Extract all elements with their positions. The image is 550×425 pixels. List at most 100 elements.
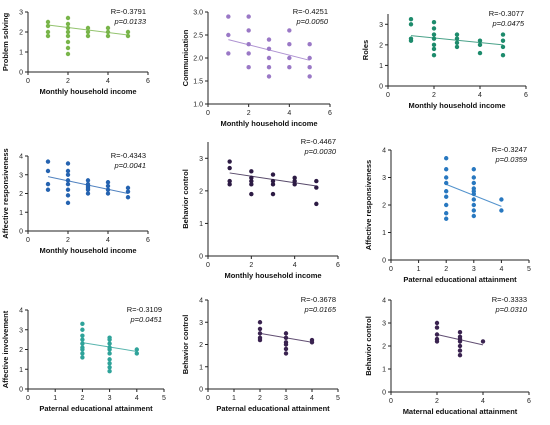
data-point bbox=[500, 52, 506, 58]
data-point bbox=[125, 185, 131, 191]
y-tick-label: 3 bbox=[382, 175, 386, 182]
y-tick-label: 2 bbox=[199, 188, 203, 195]
data-point bbox=[105, 180, 111, 185]
y-tick-label: 2 bbox=[382, 344, 386, 351]
data-point bbox=[434, 320, 440, 326]
data-point bbox=[85, 25, 91, 31]
data-point bbox=[65, 193, 71, 198]
stat-r-value: R=-0.3678 bbox=[301, 295, 336, 304]
y-tick-label: 1 bbox=[19, 210, 23, 217]
data-point bbox=[107, 369, 112, 374]
data-point bbox=[408, 38, 414, 43]
data-point bbox=[454, 40, 460, 45]
y-tick-label: 1.5 bbox=[193, 79, 203, 86]
data-point bbox=[105, 191, 111, 196]
data-point bbox=[246, 28, 251, 33]
data-point bbox=[292, 182, 297, 187]
x-tick-label: 4 bbox=[135, 395, 139, 402]
y-tick-label: 1 bbox=[379, 63, 383, 70]
y-axis-label: Communication bbox=[181, 29, 190, 86]
y-tick-label: 3.0 bbox=[193, 10, 203, 17]
data-point bbox=[80, 351, 85, 356]
chart-panel: 0 1 2 3 4 5 0 1 2 3 4 Paternal educational attainme… bbox=[1, 305, 166, 413]
data-point bbox=[471, 167, 476, 172]
x-tick-label: 2 bbox=[432, 92, 436, 99]
y-axis-label: Behavior control bbox=[364, 316, 373, 376]
data-point bbox=[287, 28, 292, 33]
chart-panel: 0 2 4 6 0 1 2 3 Monthly household income Behavior… bbox=[181, 137, 340, 280]
x-tick-label: 4 bbox=[106, 237, 110, 244]
data-point bbox=[471, 191, 476, 197]
y-tick-label: 1 bbox=[382, 230, 386, 237]
data-point bbox=[125, 29, 131, 35]
y-axis-label: Affective responsiveness bbox=[364, 160, 373, 250]
data-point bbox=[444, 167, 449, 172]
data-point bbox=[500, 44, 506, 50]
x-axis-label: Maternal educational attainment bbox=[403, 407, 518, 416]
x-tick-label: 0 bbox=[26, 237, 30, 244]
data-point bbox=[266, 74, 272, 79]
data-point bbox=[246, 42, 251, 47]
x-axis-label: Monthly household income bbox=[220, 119, 317, 128]
x-tick-label: 4 bbox=[481, 398, 485, 405]
data-point bbox=[134, 347, 139, 352]
chart-panel: 0 2 4 6 0 1 2 3 4 Monthly household income Affecti… bbox=[1, 148, 150, 255]
data-point bbox=[65, 161, 71, 166]
data-point bbox=[431, 32, 437, 37]
data-point bbox=[107, 365, 112, 370]
data-point bbox=[249, 191, 254, 197]
data-point bbox=[434, 339, 440, 344]
data-point bbox=[408, 22, 414, 27]
x-tick-label: 0 bbox=[206, 110, 210, 117]
data-point bbox=[444, 216, 449, 221]
y-tick-label: 2 bbox=[19, 347, 23, 354]
data-point bbox=[226, 32, 231, 38]
data-point bbox=[249, 175, 254, 181]
data-point bbox=[471, 208, 476, 213]
stat-p-value: p=0.0050 bbox=[296, 17, 329, 26]
data-point bbox=[471, 202, 476, 208]
x-tick-label: 3 bbox=[284, 395, 288, 402]
stat-r-value: R=-0.4343 bbox=[111, 151, 146, 160]
data-point bbox=[457, 343, 463, 349]
data-point bbox=[314, 185, 319, 190]
data-point bbox=[105, 33, 111, 39]
data-point bbox=[80, 337, 85, 342]
data-point bbox=[444, 194, 449, 199]
data-point bbox=[257, 320, 263, 325]
chart-panel: 0 2 4 6 0 1 2 3 Monthly household income Roles R=-… bbox=[361, 9, 528, 110]
y-axis-label: Affective responsiveness bbox=[1, 148, 10, 238]
data-point bbox=[471, 180, 476, 186]
data-point bbox=[257, 331, 263, 336]
data-point bbox=[471, 175, 476, 180]
data-point bbox=[65, 33, 71, 39]
data-point bbox=[431, 52, 437, 58]
x-tick-label: 0 bbox=[389, 398, 393, 405]
data-point bbox=[257, 337, 263, 343]
y-tick-label: 0 bbox=[19, 229, 23, 236]
data-point bbox=[457, 330, 463, 335]
stat-p-value: p=0.0030 bbox=[304, 147, 337, 156]
stat-r-value: R=-0.3077 bbox=[489, 9, 524, 18]
x-tick-label: 6 bbox=[336, 262, 340, 269]
y-tick-label: 0 bbox=[19, 387, 23, 394]
data-point bbox=[454, 36, 460, 41]
data-point bbox=[307, 55, 312, 61]
chart-panel: 0 2 4 6 0 1 2 3 Monthly household income Problem … bbox=[1, 7, 150, 96]
data-point bbox=[499, 197, 504, 202]
y-axis-label: Roles bbox=[361, 40, 370, 60]
x-tick-label: 4 bbox=[310, 395, 314, 402]
x-tick-label: 0 bbox=[26, 78, 30, 85]
data-point bbox=[270, 191, 276, 197]
data-point bbox=[107, 347, 112, 352]
stat-p-value: p=0.0359 bbox=[495, 155, 528, 164]
x-tick-label: 0 bbox=[389, 266, 393, 273]
data-point bbox=[307, 42, 312, 47]
y-tick-label: 3 bbox=[379, 22, 383, 29]
data-point bbox=[45, 29, 51, 35]
data-point bbox=[408, 16, 414, 22]
data-point bbox=[444, 202, 449, 208]
chart-panel: 0 2 4 6 1.0 1.5 2.0 2.5 3.0 Monthly household inc… bbox=[181, 7, 332, 128]
data-point bbox=[125, 195, 131, 200]
data-point bbox=[270, 182, 276, 187]
